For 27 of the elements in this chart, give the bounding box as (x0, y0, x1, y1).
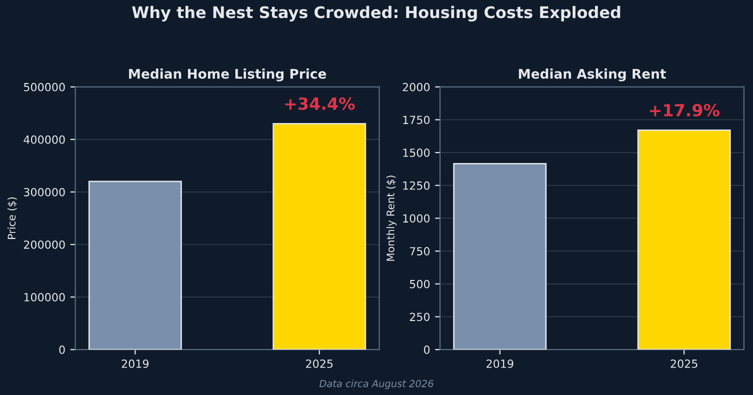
y-tick-label: 200000 (24, 240, 65, 249)
y-tick-label: 750 (410, 247, 430, 256)
y-tick-label: 300000 (24, 188, 65, 196)
y-tick-label: 1750 (403, 116, 430, 124)
chart-title: Median Asking Rent (518, 68, 666, 82)
y-tick-label: 1250 (403, 181, 430, 190)
text: Why the Nest Stays Crowded: Housing Costs Exploded (132, 6, 620, 22)
y-tick-label: 500000 (24, 82, 65, 92)
y-tick-label: 1000 (403, 214, 430, 223)
y-tick-label: 1500 (403, 148, 430, 157)
y-tick-label: 400000 (24, 135, 65, 144)
y-axis-title: Monthly Rent ($) (386, 176, 396, 261)
y-tick-label: 100000 (24, 293, 65, 302)
y-tick-label: 0 (59, 346, 65, 354)
y-tick-label: 500 (410, 280, 430, 288)
chart-title: Median Home Listing Price (129, 68, 326, 82)
y-tick-label: 2000 (402, 82, 430, 92)
text: Data circa August 2026 (319, 380, 434, 390)
x-tick-label: 2025 (306, 359, 333, 368)
y-tick-label: 0 (424, 346, 430, 354)
annotation: +17.9% (650, 104, 720, 117)
y-tick-label: 250 (410, 312, 430, 322)
y-axis-title: Price ($) (8, 197, 17, 239)
x-tick-label: 2025 (670, 359, 698, 368)
x-tick-label: 2019 (486, 359, 514, 368)
annotation: +34.4% (285, 97, 355, 110)
x-tick-label: 2019 (122, 359, 149, 368)
